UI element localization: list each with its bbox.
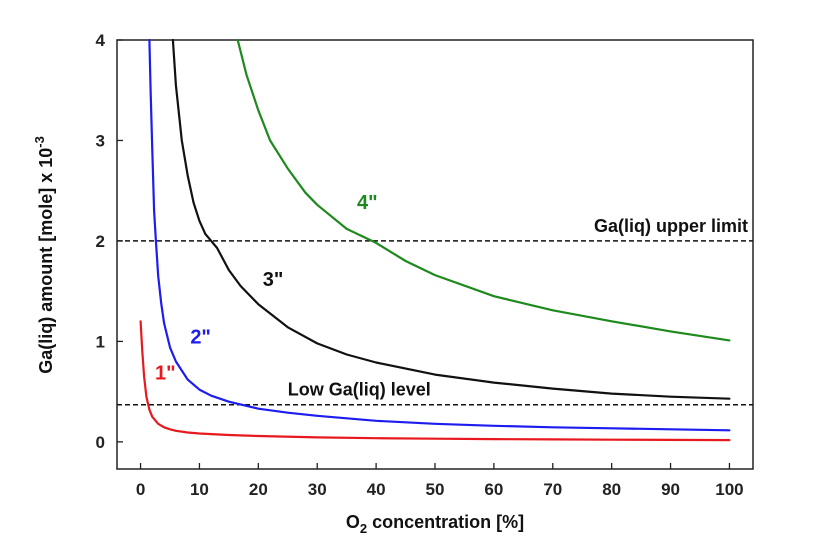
y-axis-title: Ga(liq) amount [mole] x 10-3	[32, 136, 56, 374]
x-axis-title-rest: concentration [%]	[367, 512, 524, 532]
series-group	[139, 38, 731, 442]
series-labels: 1" 2" 3" 4"	[155, 192, 378, 385]
x-tick-label: 60	[484, 480, 503, 499]
x-axis-title-subscript: 2	[360, 521, 367, 536]
x-tick-label: 80	[602, 480, 621, 499]
x-tick-label: 40	[367, 480, 386, 499]
x-tick-label: 0	[136, 480, 145, 499]
x-axis-title: O2 concentration [%]	[346, 512, 524, 536]
x-tick-label: 50	[426, 480, 445, 499]
x-tick-label: 30	[308, 480, 327, 499]
reference-lines: Ga(liq) upper limit Low Ga(liq) level	[117, 216, 753, 406]
y-axis-title-superscript: -3	[32, 136, 47, 148]
series-label: 4"	[357, 192, 378, 214]
x-tick-label: 10	[190, 480, 209, 499]
y-tick-label: 4	[96, 31, 106, 50]
reference-line-label: Low Ga(liq) level	[288, 380, 431, 400]
series-line	[148, 38, 731, 432]
x-tick-label: 20	[249, 480, 268, 499]
y-tick-label: 2	[96, 232, 105, 251]
series-line	[139, 320, 731, 442]
series-label: 1"	[155, 363, 176, 385]
y-tick-label: 3	[96, 131, 105, 150]
ticks-group: 0 10 20 30 40 50 60 70 80 90 100 0 1 2 3 4	[96, 31, 744, 499]
series-label: 2"	[190, 326, 211, 348]
y-tick-label: 0	[96, 433, 105, 452]
y-tick-label: 1	[96, 332, 105, 351]
series-line	[236, 38, 731, 342]
series-line	[171, 38, 731, 400]
reference-line-label: Ga(liq) upper limit	[594, 216, 748, 236]
x-tick-label: 70	[543, 480, 562, 499]
x-tick-label: 100	[715, 480, 743, 499]
x-tick-label: 90	[661, 480, 680, 499]
series-label: 3"	[263, 269, 284, 291]
